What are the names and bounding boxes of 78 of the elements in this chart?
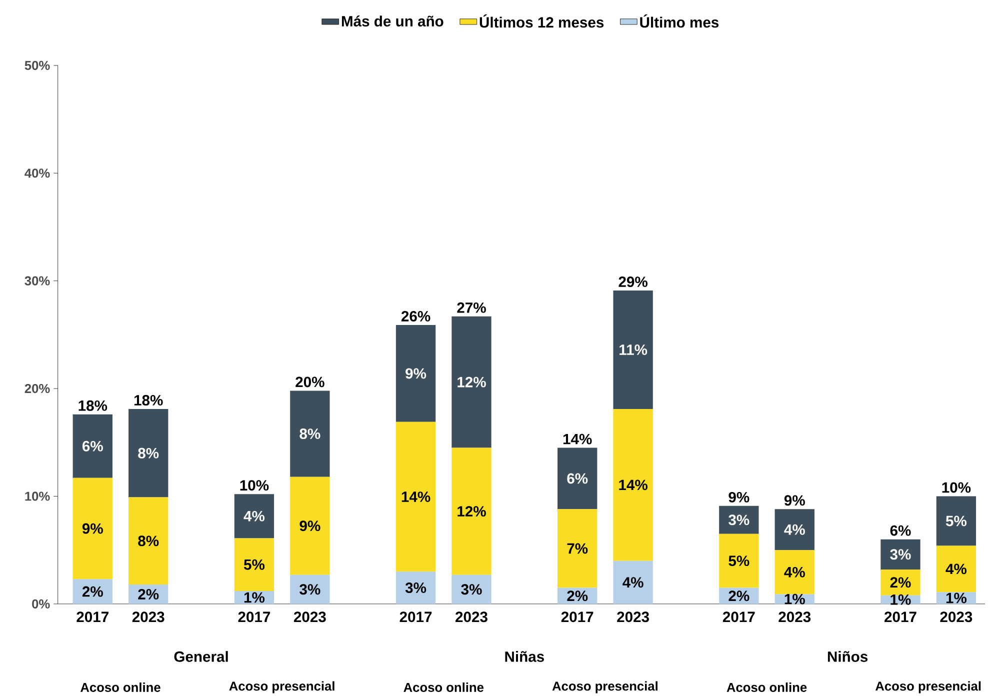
x-tick-label: 2023 bbox=[940, 612, 972, 622]
data-label: 6% bbox=[82, 440, 103, 452]
data-label: 4% bbox=[622, 577, 644, 588]
text: Niñas bbox=[505, 650, 544, 662]
text: Acoso online bbox=[80, 682, 160, 692]
data-label: 3% bbox=[300, 584, 320, 595]
data-label: 1% bbox=[890, 594, 911, 605]
y-tick-label: 0% bbox=[32, 599, 50, 608]
text: Acoso online bbox=[404, 682, 484, 692]
y-tick-label: 40% bbox=[24, 168, 50, 178]
data-label: 8% bbox=[138, 536, 159, 546]
y-tick-label: 10% bbox=[25, 492, 50, 501]
total-label: 29% bbox=[618, 276, 648, 287]
y-tick-label: 50% bbox=[24, 60, 50, 70]
total-label: 18% bbox=[134, 394, 163, 406]
data-label: 4% bbox=[244, 510, 265, 522]
data-label: 7% bbox=[567, 543, 588, 554]
data-label: 9% bbox=[300, 520, 320, 532]
x-tick-label: 2023 bbox=[778, 612, 811, 622]
data-label: 11% bbox=[620, 344, 648, 355]
data-label: 4% bbox=[784, 524, 805, 535]
data-label: 3% bbox=[405, 582, 426, 593]
data-label: 2% bbox=[890, 577, 911, 588]
data-label: 8% bbox=[300, 428, 320, 439]
total-label: 20% bbox=[296, 376, 324, 388]
data-label: 1% bbox=[244, 592, 265, 603]
total-label: 10% bbox=[942, 482, 971, 493]
x-tick-label: 2017 bbox=[238, 612, 270, 622]
data-label: 2% bbox=[728, 590, 750, 601]
legend-label: Último mes bbox=[640, 14, 719, 28]
total-label: 10% bbox=[240, 480, 269, 491]
data-label: 9% bbox=[82, 523, 103, 534]
x-tick-label: 2023 bbox=[294, 612, 326, 622]
data-label: 3% bbox=[728, 514, 750, 526]
data-label: 1% bbox=[784, 594, 805, 604]
data-label: 1% bbox=[946, 592, 967, 604]
x-tick-label: 2017 bbox=[400, 612, 432, 622]
x-tick-label: 2017 bbox=[561, 612, 594, 622]
y-tick-label: 20% bbox=[24, 384, 50, 394]
text: General bbox=[174, 650, 228, 662]
y-tick-label: 30% bbox=[24, 276, 50, 286]
data-label: 5% bbox=[946, 516, 967, 526]
data-label: 8% bbox=[138, 448, 159, 458]
data-label: 4% bbox=[784, 566, 805, 578]
total-label: 27% bbox=[457, 302, 486, 313]
text: Acoso online bbox=[726, 682, 807, 692]
data-label: 5% bbox=[728, 556, 750, 566]
total-label: 26% bbox=[401, 310, 430, 322]
data-label: 6% bbox=[567, 473, 588, 484]
data-label: 4% bbox=[946, 564, 967, 574]
data-label: 14% bbox=[402, 491, 430, 502]
text: Acoso presencial bbox=[229, 681, 334, 694]
total-label: 14% bbox=[563, 434, 592, 444]
text: Acoso presencial bbox=[552, 681, 658, 694]
data-label: 2% bbox=[82, 586, 103, 597]
total-label: 6% bbox=[890, 525, 911, 536]
x-tick-label: 2017 bbox=[722, 612, 755, 622]
x-tick-label: 2017 bbox=[884, 612, 916, 622]
data-label: 14% bbox=[619, 480, 648, 490]
legend-label: Últimos 12 meses bbox=[480, 14, 604, 28]
data-label: 9% bbox=[406, 368, 426, 379]
total-label: 9% bbox=[784, 495, 805, 506]
legend-label: Más de un año bbox=[342, 15, 444, 26]
x-tick-label: 2017 bbox=[76, 612, 108, 622]
data-label: 5% bbox=[244, 559, 265, 570]
data-label: 2% bbox=[138, 588, 159, 600]
x-tick-label: 2023 bbox=[617, 612, 649, 622]
data-label: 3% bbox=[890, 549, 911, 560]
data-label: 12% bbox=[458, 376, 486, 388]
data-label: 2% bbox=[567, 590, 588, 601]
text: Acoso presencial bbox=[875, 681, 981, 694]
text: Niños bbox=[828, 650, 868, 662]
total-label: 18% bbox=[78, 400, 108, 411]
total-label: 9% bbox=[728, 492, 750, 502]
x-tick-label: 2023 bbox=[456, 612, 488, 622]
data-label: 12% bbox=[458, 506, 486, 516]
data-label: 3% bbox=[461, 584, 482, 595]
x-tick-label: 2023 bbox=[132, 612, 164, 622]
